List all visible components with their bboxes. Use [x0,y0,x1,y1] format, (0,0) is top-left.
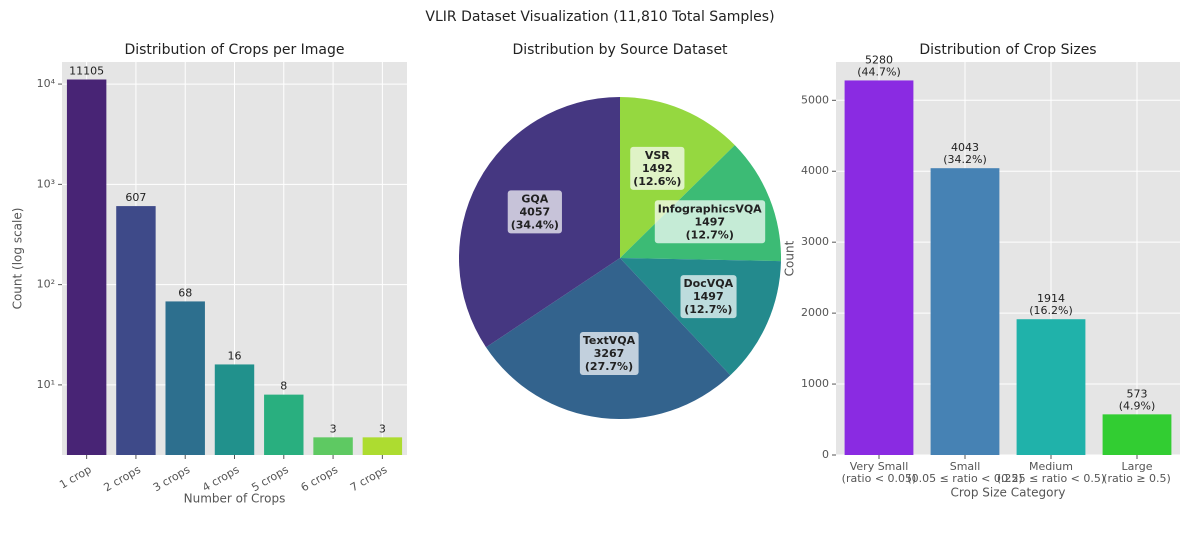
label-box [654,200,766,244]
value-label: 11105 [69,65,104,78]
y-tick-label: 3000 [801,235,829,248]
figure-title: VLIR Dataset Visualization (11,810 Total… [425,9,774,25]
slice-percent: (12.7%) [684,303,732,316]
x-tick-label: Very Small (ratio < 0.05) [842,460,917,485]
y-tick-label: 10² [37,278,55,291]
slice-percent: (27.7%) [585,360,633,373]
slice-value: 1492 [642,162,673,175]
bar [1016,319,1086,455]
x-tick-label: 1 crop [57,463,93,492]
x-tick-label: 3 crops [151,463,193,495]
percent-label: (44.7%) [857,65,901,78]
y-tick-label: 10¹ [37,378,55,391]
y-tick-label: 5000 [801,93,829,106]
bar [116,206,156,455]
value-label: 68 [178,286,192,299]
slice-percent: (12.6%) [633,175,681,188]
slice-name: GQA [521,192,548,205]
value-label: 3 [330,422,337,435]
x-axis-label: Number of Crops [184,492,286,506]
x-tick-label: 4 crops [200,463,242,495]
percent-label: (16.2%) [1029,304,1073,317]
x-tick-label: 5 crops [249,463,291,495]
y-axis-label: Count [783,240,797,276]
slice-name: DocVQA [684,277,734,290]
y-tick-label: 10³ [37,177,55,190]
bar [844,80,914,456]
bar [362,437,403,455]
bar [1102,414,1172,455]
y-tick-label: 1000 [801,377,829,390]
y-tick-label: 0 [822,448,829,461]
bar [165,301,205,455]
slice-name: InfographicsVQA [658,202,762,215]
label-box [630,146,685,190]
chart-title: Distribution by Source Dataset [512,42,728,58]
bar [264,394,304,455]
slice-name: VSR [645,149,670,162]
chart-title: Distribution of Crop Sizes [919,42,1096,58]
slice-percent: (12.7%) [686,228,734,241]
value-label: 3 [379,422,386,435]
x-tick-label: Large (ratio ≥ 0.5) [1103,460,1171,485]
slice-value: 3267 [594,347,625,360]
slice-value: 1497 [693,290,724,303]
bar [66,79,107,456]
slice-value: 1497 [694,215,725,228]
x-tick-label: Medium (0.25 ≤ ratio < 0.5) [997,460,1105,485]
percent-label: (4.9%) [1119,399,1156,412]
y-axis-label: Count (log scale) [11,208,25,310]
x-tick-label: 6 crops [299,463,341,495]
value-label: 16 [228,349,242,362]
slice-percent: (34.4%) [511,218,559,231]
x-tick-label: 2 crops [102,463,144,495]
x-axis-label: Crop Size Category [950,486,1065,500]
label-box [680,275,737,319]
label-box [579,331,639,375]
slice-value: 4057 [520,205,551,218]
chart-title: Distribution of Crops per Image [124,42,344,58]
value-label: 4043 [951,141,979,154]
y-tick-label: 2000 [801,306,829,319]
bar [930,168,1000,455]
x-tick-label: 7 crops [348,463,390,495]
value-label: 1914 [1037,292,1065,305]
y-tick-label: 10⁴ [37,77,56,90]
percent-label: (34.2%) [943,153,987,166]
value-label: 573 [1127,387,1148,400]
value-label: 8 [280,380,287,393]
label-box [507,190,562,234]
slice-name: TextVQA [583,334,636,347]
value-label: 5280 [865,53,893,66]
x-tick-label: Small (0.05 ≤ ratio < 0.25) [907,460,1022,485]
bar [214,364,255,455]
y-tick-label: 4000 [801,164,829,177]
bar [313,437,353,455]
value-label: 607 [125,191,146,204]
